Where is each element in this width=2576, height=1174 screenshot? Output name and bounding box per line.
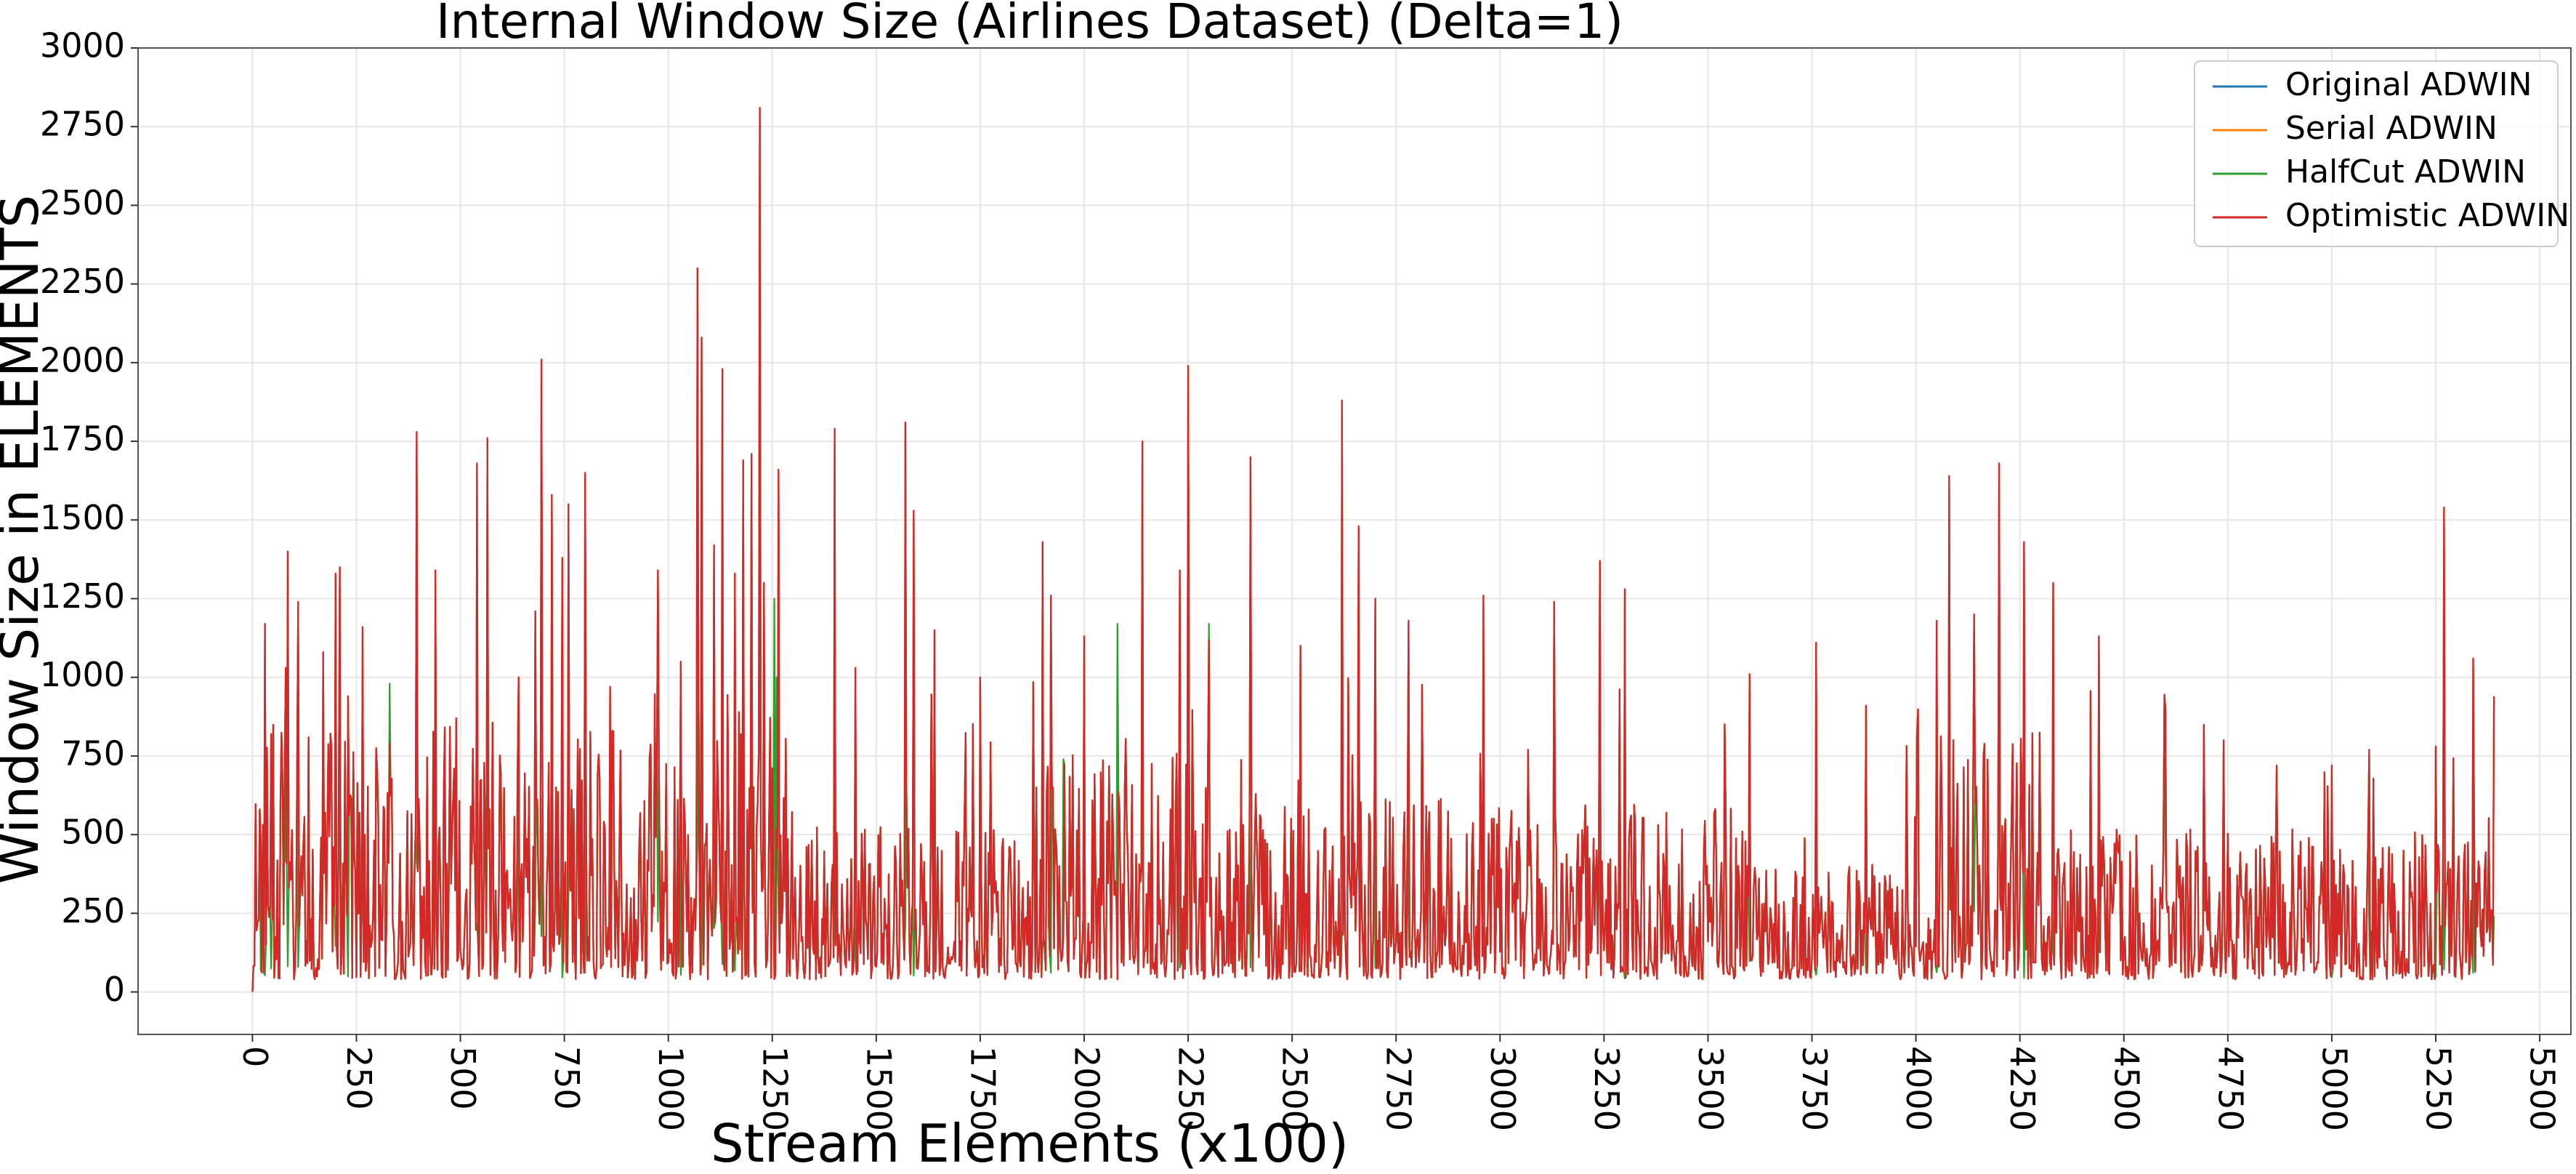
y-tick-label: 250 xyxy=(61,891,125,930)
series-line-original-adwin xyxy=(251,107,2495,992)
legend-box xyxy=(2194,60,2559,247)
x-tick-label: 1750 xyxy=(963,1046,1002,1131)
x-tick-label: 1000 xyxy=(651,1046,690,1131)
y-axis-label: Window Size in ELEMENTS xyxy=(0,195,50,884)
x-tick-label: 4750 xyxy=(2210,1046,2250,1131)
x-tick-label: 1250 xyxy=(755,1046,794,1131)
legend-entry: HalfCut ADWIN xyxy=(2285,153,2526,190)
y-tick-label: 1750 xyxy=(40,419,125,459)
y-tick-label: 2250 xyxy=(40,262,125,301)
y-tick-label: 1500 xyxy=(40,498,125,537)
x-tick-label: 500 xyxy=(443,1046,483,1110)
y-tick-label: 2500 xyxy=(40,183,125,222)
x-tick-label: 3500 xyxy=(1691,1046,1730,1131)
x-tick-label: 750 xyxy=(547,1046,586,1110)
legend-entry: Original ADWIN xyxy=(2285,66,2532,103)
series-line-serial-adwin xyxy=(251,107,2495,992)
x-tick-label: 5250 xyxy=(2419,1046,2458,1131)
series-group xyxy=(251,107,2495,992)
legend-entry: Serial ADWIN xyxy=(2285,110,2498,147)
x-tick-label: 4250 xyxy=(2003,1046,2042,1131)
y-tick-label: 3000 xyxy=(40,26,125,65)
y-tick-label: 2000 xyxy=(40,340,125,379)
y-tick-label: 750 xyxy=(61,733,125,773)
x-tick-label: 3750 xyxy=(1795,1046,1834,1131)
legend: Original ADWIN Serial ADWIN HalfCut ADWIN O… xyxy=(2194,60,2569,247)
x-tick-label: 2500 xyxy=(1275,1046,1315,1131)
x-tick-label: 5000 xyxy=(2314,1046,2354,1131)
y-axis-ticks: 0 250 500 750 1000 1250 1500 1750 2000 2250 2500 27… xyxy=(40,26,138,1009)
x-tick-label: 4000 xyxy=(1899,1046,1938,1131)
chart-title: Internal Window Size (Airlines Dataset) … xyxy=(436,0,1623,49)
x-tick-label: 3250 xyxy=(1587,1046,1626,1131)
x-tick-label: 1500 xyxy=(859,1046,898,1131)
y-tick-label: 500 xyxy=(61,813,125,852)
legend-entry: Optimistic ADWIN xyxy=(2285,197,2569,234)
y-tick-label: 0 xyxy=(104,970,125,1009)
x-tick-label: 3000 xyxy=(1483,1046,1522,1131)
x-tick-label: 250 xyxy=(339,1046,379,1110)
x-tick-label: 2250 xyxy=(1171,1046,1211,1131)
series-line-optimistic-adwin xyxy=(251,107,2495,992)
x-axis-label: Stream Elements (x100) xyxy=(711,1113,1349,1174)
x-tick-label: 0 xyxy=(235,1046,275,1067)
x-tick-label: 2750 xyxy=(1379,1046,1418,1131)
x-tick-label: 2000 xyxy=(1067,1046,1107,1131)
plot-area-frame xyxy=(137,47,2572,1035)
grid xyxy=(138,47,2571,1034)
y-tick-label: 2750 xyxy=(40,105,125,144)
x-tick-label: 4500 xyxy=(2107,1046,2146,1131)
x-axis-ticks: 0 250 500 750 1000 1250 1500 1750 2000 2250 2500 27… xyxy=(235,1034,2562,1131)
x-tick-label: 5500 xyxy=(2523,1046,2562,1131)
y-tick-label: 1250 xyxy=(40,576,125,616)
y-tick-label: 1000 xyxy=(40,655,125,694)
